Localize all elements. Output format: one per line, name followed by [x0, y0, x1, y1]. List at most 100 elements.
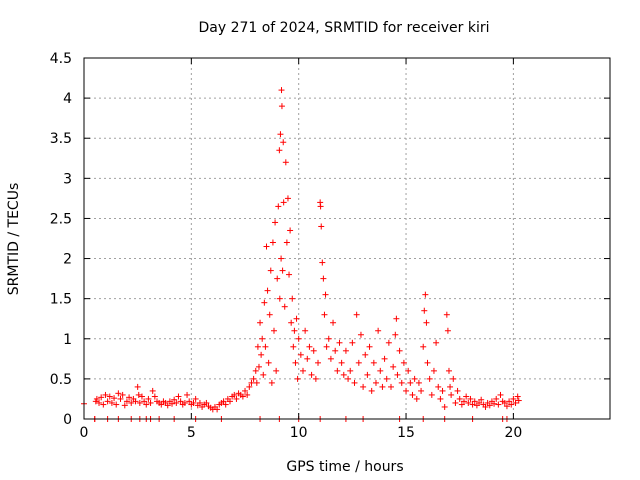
- data-point: [145, 395, 152, 402]
- data-point: [177, 398, 184, 405]
- data-point: [257, 319, 264, 326]
- data-point: [119, 391, 126, 398]
- data-point: [405, 367, 412, 374]
- chart-title: Day 271 of 2024, SRMTID for receiver kir…: [198, 20, 489, 36]
- data-point: [171, 396, 178, 403]
- data-point: [372, 379, 379, 386]
- data-point: [252, 367, 259, 374]
- data-point: [418, 387, 425, 394]
- data-point: [353, 311, 360, 318]
- data-point: [196, 399, 203, 406]
- data-point: [497, 391, 504, 398]
- data-point: [121, 402, 128, 409]
- data-point: [318, 223, 325, 230]
- data-point: [280, 139, 287, 146]
- data-point: [269, 239, 276, 246]
- data-point: [258, 351, 265, 358]
- data-point: [147, 399, 154, 406]
- data-point: [379, 383, 386, 390]
- data-point: [186, 398, 193, 405]
- data-point: [276, 147, 283, 154]
- data-point: [501, 399, 508, 406]
- data-point: [266, 311, 273, 318]
- data-point: [510, 395, 517, 402]
- data-point: [272, 219, 279, 226]
- data-point: [276, 295, 283, 302]
- data-point: [294, 375, 301, 382]
- data-point: [439, 387, 446, 394]
- data-point: [278, 103, 285, 110]
- data-point: [143, 401, 150, 408]
- data-point: [175, 393, 182, 400]
- data-point: [368, 387, 375, 394]
- data-point: [503, 403, 510, 410]
- data-point: [355, 359, 362, 366]
- data-point: [295, 335, 302, 342]
- data-point: [203, 399, 210, 406]
- data-point: [132, 398, 139, 405]
- data-point: [275, 203, 282, 210]
- data-point: [377, 367, 384, 374]
- data-point: [136, 399, 143, 406]
- data-point: [482, 403, 489, 410]
- data-point: [96, 399, 103, 406]
- data-point: [231, 391, 238, 398]
- data-point: [315, 359, 322, 366]
- data-point: [260, 371, 267, 378]
- data-point: [400, 359, 407, 366]
- x-tick-label: 10: [290, 425, 308, 441]
- data-point: [338, 359, 345, 366]
- y-tick-label: 0.5: [50, 372, 72, 388]
- data-point: [111, 395, 118, 402]
- data-point: [375, 327, 382, 334]
- data-point: [330, 319, 337, 326]
- data-point: [299, 367, 306, 374]
- data-point: [164, 402, 171, 409]
- data-point: [102, 391, 109, 398]
- data-point: [409, 391, 416, 398]
- data-point: [278, 87, 285, 94]
- data-point: [253, 379, 260, 386]
- x-tick-label: 20: [504, 425, 522, 441]
- data-point: [515, 397, 522, 404]
- data-point: [452, 399, 459, 406]
- data-point: [463, 393, 470, 400]
- data-point: [420, 343, 427, 350]
- data-point: [106, 393, 113, 400]
- y-tick-label: 3.5: [50, 131, 72, 147]
- x-tick-label: 0: [80, 425, 89, 441]
- data-point: [138, 393, 145, 400]
- data-point: [281, 303, 288, 310]
- data-point: [283, 239, 290, 246]
- data-point: [424, 359, 431, 366]
- data-point: [259, 335, 266, 342]
- data-point: [297, 351, 304, 358]
- y-tick-label: 3: [63, 171, 72, 187]
- data-point: [447, 383, 454, 390]
- data-point: [265, 359, 272, 366]
- data-point: [357, 331, 364, 338]
- data-point: [423, 319, 430, 326]
- data-point: [396, 347, 403, 354]
- data-point: [268, 379, 275, 386]
- data-point: [263, 243, 270, 250]
- data-point: [254, 343, 261, 350]
- data-point: [282, 159, 289, 166]
- data-point: [279, 267, 286, 274]
- data-point: [398, 379, 405, 386]
- data-point: [426, 375, 433, 382]
- data-point: [255, 363, 262, 370]
- data-point: [261, 299, 268, 306]
- data-point: [117, 395, 124, 402]
- data-point: [467, 395, 474, 402]
- data-point: [445, 367, 452, 374]
- data-point: [151, 393, 158, 400]
- data-point: [244, 391, 251, 398]
- data-point: [381, 355, 388, 362]
- data-point: [322, 291, 329, 298]
- data-point: [319, 259, 326, 266]
- data-point: [392, 331, 399, 338]
- data-point: [421, 307, 428, 314]
- data-point: [190, 399, 197, 406]
